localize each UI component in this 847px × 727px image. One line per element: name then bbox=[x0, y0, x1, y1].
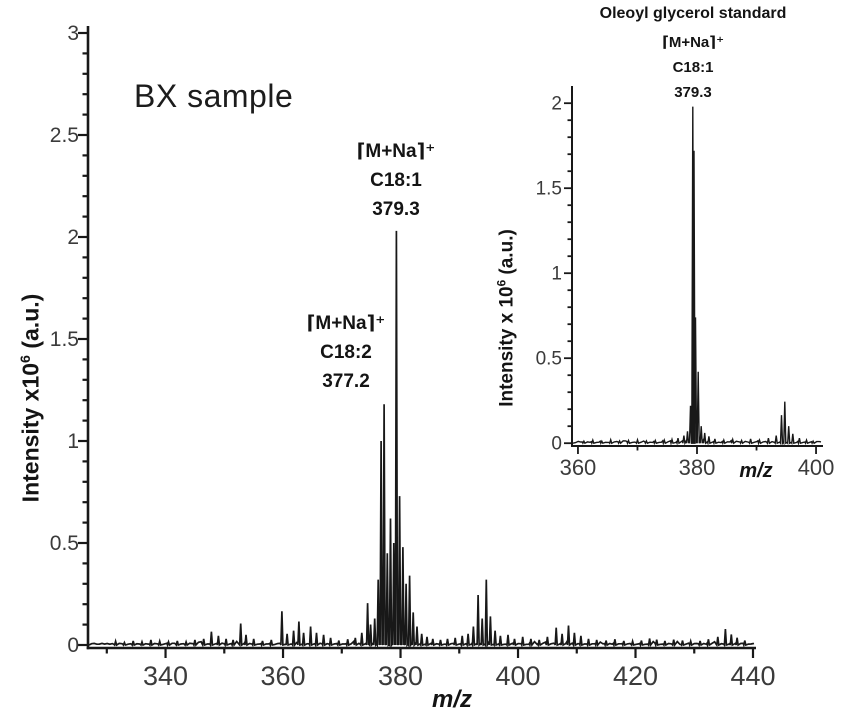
x-tick-label: 360 bbox=[261, 661, 306, 691]
annotation-adduct-label: ⌈M+Na⌉⁺ bbox=[356, 141, 436, 162]
y-tick-label: 0 bbox=[551, 434, 562, 455]
y-tick-label: 1.5 bbox=[536, 179, 562, 200]
y-tick-label: 1 bbox=[551, 264, 562, 285]
inset-y-axis-label: Intensity x 106 (a.u.) bbox=[495, 229, 518, 407]
y-tick-label: 2.5 bbox=[50, 124, 79, 147]
annotation-species-label: C18:1 bbox=[370, 170, 422, 191]
y-tick-label: 0.5 bbox=[536, 349, 562, 370]
inset-annotation-c18-1: ⌈M+Na⌉⁺ C18:1 379.3 bbox=[662, 30, 724, 105]
y-tick-label: 2 bbox=[551, 94, 562, 115]
annotation-species-label: C18:2 bbox=[320, 342, 372, 363]
annotation-adduct-label: ⌈M+Na⌉⁺ bbox=[306, 313, 386, 334]
y-tick-label: 0.5 bbox=[50, 532, 79, 555]
ylabel-unit: (a.u.) bbox=[496, 229, 518, 280]
x-tick-label: 400 bbox=[798, 455, 835, 480]
main-sample-label: BX sample bbox=[134, 78, 294, 114]
ylabel-exponent: 6 bbox=[17, 355, 34, 363]
main-x-axis-label: m/z bbox=[431, 686, 473, 713]
y-tick-label: 0 bbox=[67, 634, 79, 657]
x-tick-label: 400 bbox=[495, 661, 540, 691]
inset-spectrum-trace bbox=[572, 106, 822, 446]
annotation-species-label: C18:1 bbox=[672, 59, 714, 76]
main-annotation-c18-2: ⌈M+Na⌉⁺ C18:2 377.2 bbox=[307, 309, 386, 396]
y-tick-label: 1 bbox=[67, 430, 79, 453]
x-tick-label: 440 bbox=[730, 661, 775, 691]
main-y-axis-label: Intensity x106 (a.u.) bbox=[18, 294, 45, 503]
y-tick-label: 1.5 bbox=[50, 328, 79, 351]
annotation-mz-label: 379.3 bbox=[674, 84, 712, 101]
y-tick-label: 2 bbox=[67, 226, 79, 249]
main-annotation-c18-1: ⌈M+Na⌉⁺ C18:1 379.3 bbox=[357, 137, 436, 224]
annotation-mz-label: 377.2 bbox=[322, 371, 370, 392]
ylabel-text: Intensity x10 bbox=[17, 362, 44, 503]
annotation-adduct-label: ⌈M+Na⌉⁺ bbox=[661, 34, 725, 51]
x-tick-label: 380 bbox=[378, 661, 423, 691]
x-tick-label: 340 bbox=[143, 661, 188, 691]
y-tick-label: 3 bbox=[67, 22, 79, 45]
inset-x-axis-label: m/z bbox=[739, 460, 773, 482]
x-tick-label: 420 bbox=[613, 661, 658, 691]
main-spectrum-trace bbox=[88, 230, 755, 649]
ylabel-exponent: 6 bbox=[495, 279, 509, 287]
x-tick-label: 360 bbox=[560, 455, 597, 480]
inset-spectrum-group: 360 380 400 0 0.5 1 1.5 2 bbox=[536, 86, 835, 480]
main-spectrum-group: 340 360 380 400 420 440 0 0.5 1 1.5 2 2.5 3 bbox=[50, 22, 776, 691]
ylabel-unit: (a.u.) bbox=[17, 293, 44, 356]
inset-title: Oleoyl glycerol standard bbox=[599, 5, 787, 22]
annotation-mz-label: 379.3 bbox=[372, 199, 420, 220]
ylabel-text: Intensity x 10 bbox=[496, 286, 518, 407]
x-tick-label: 380 bbox=[679, 455, 716, 480]
